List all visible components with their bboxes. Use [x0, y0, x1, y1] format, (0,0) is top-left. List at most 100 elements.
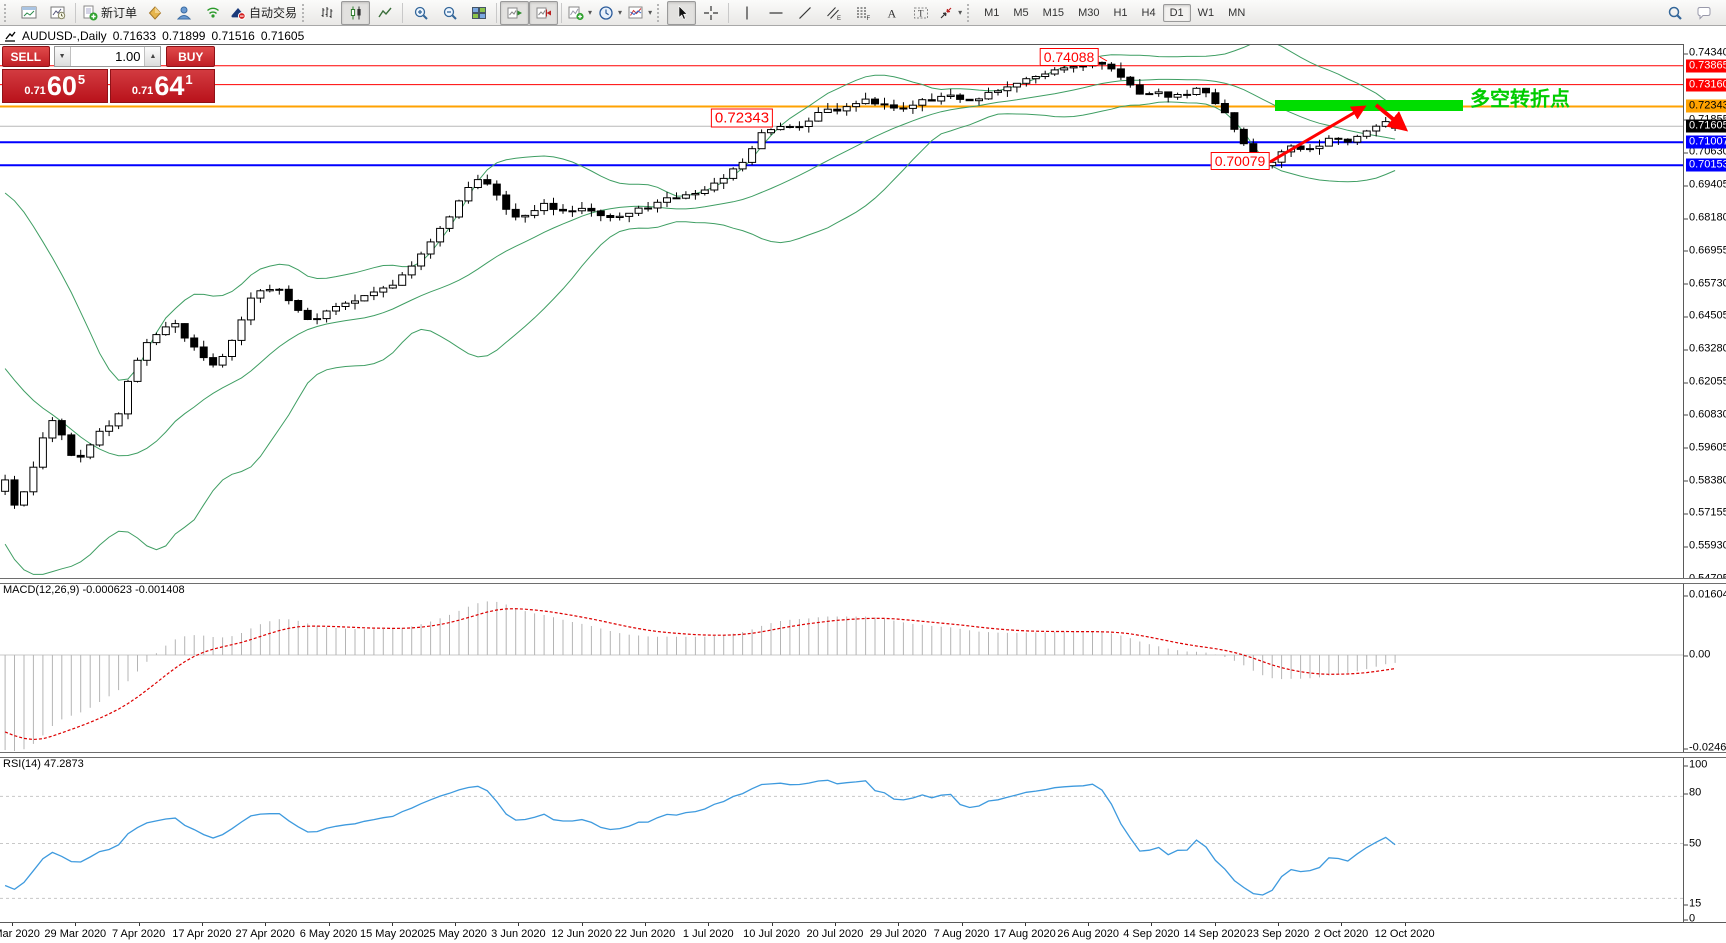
crosshair-button[interactable] — [696, 1, 725, 25]
time-axis-label: 7 Apr 2020 — [111, 928, 166, 940]
time-axis-tick — [708, 923, 710, 926]
rsi-indicator-pane[interactable] — [0, 756, 1684, 922]
bullish-candle — [861, 98, 870, 105]
autotrading-button[interactable]: 自动交易 — [227, 1, 300, 25]
price-chart-pane[interactable] — [0, 44, 1684, 578]
turning-point-highlight-rect[interactable] — [1275, 100, 1463, 111]
bullish-candle — [577, 207, 586, 212]
indicators-button[interactable]: ▾ — [625, 1, 655, 25]
time-axis-label: 22 Jun 2020 — [614, 928, 676, 940]
buy-button[interactable]: BUY — [166, 46, 216, 67]
price-axis-label: 0.62055 — [1684, 376, 1726, 389]
search-button[interactable] — [1660, 1, 1689, 25]
text-label-button[interactable]: T — [906, 1, 935, 25]
bearish-candle — [587, 207, 596, 212]
chart-symbol-title: AUDUSD-,Daily — [22, 28, 107, 43]
bullish-candle — [1060, 67, 1069, 71]
candlestick-chart-button[interactable] — [341, 0, 371, 25]
autotrading-icon — [231, 7, 246, 20]
bullish-candle — [161, 326, 170, 336]
timeframe-h1-button[interactable]: H1 — [1113, 6, 1128, 19]
uptrend-arrow[interactable] — [1269, 105, 1367, 164]
bullish-candle — [937, 95, 946, 102]
bullish-candle — [1012, 82, 1021, 88]
price-scale[interactable]: 0.743400.738650.731600.723430.718550.716… — [1683, 44, 1726, 925]
bullish-candle — [1031, 76, 1040, 80]
timeframe-d1-button[interactable]: D1 — [1162, 3, 1191, 22]
chat-button[interactable] — [1689, 1, 1718, 25]
bullish-candle — [445, 216, 454, 229]
zoom-out-button[interactable] — [435, 1, 464, 25]
volume-decrease-button[interactable]: ▼ — [54, 47, 71, 66]
vertical-line-icon — [745, 6, 748, 19]
sell-price-button[interactable]: 0.71 60 5 — [2, 69, 108, 103]
vertical-line-button[interactable] — [732, 1, 761, 25]
channel-button[interactable]: E — [819, 1, 848, 25]
timeframe-w1-button[interactable]: W1 — [1197, 6, 1215, 19]
bullish-candle — [568, 210, 577, 213]
toolbar-grip[interactable] — [302, 3, 309, 22]
price-axis-label: 0.70630 — [1684, 146, 1726, 159]
toolbar-grip[interactable] — [657, 3, 664, 22]
horizontal-line-button[interactable] — [761, 1, 790, 25]
text-button[interactable]: A — [877, 1, 906, 25]
buy-price-button[interactable]: 0.71 64 1 — [109, 69, 215, 103]
pane-splitter[interactable] — [0, 578, 1726, 584]
tile-windows-button[interactable] — [464, 1, 493, 25]
community-button[interactable] — [169, 1, 198, 25]
bullish-candle — [1324, 137, 1333, 147]
bullish-candle — [521, 214, 530, 218]
volume-input[interactable]: 1.00 — [115, 49, 141, 64]
timeframe-h4-button[interactable]: H4 — [1141, 6, 1156, 19]
bullish-candle — [700, 189, 709, 194]
autoscroll-button[interactable] — [500, 0, 530, 25]
fibonacci-button[interactable]: F — [848, 1, 877, 25]
bullish-candle — [540, 202, 549, 212]
volume-stepper: ▼ 1.00 ▲ — [53, 46, 162, 67]
tick-chart-button[interactable] — [43, 1, 72, 25]
pane-splitter[interactable] — [0, 752, 1726, 758]
buy-price-prefix: 0.71 — [131, 85, 154, 97]
zoom-in-button[interactable] — [406, 1, 435, 25]
new-object-button[interactable]: ▾ — [565, 1, 595, 25]
bearish-candle — [294, 300, 303, 311]
bearish-candle — [1239, 128, 1248, 145]
volume-increase-button[interactable]: ▲ — [144, 47, 161, 66]
candlestick-chart-icon — [350, 6, 361, 19]
price-annotation-peak[interactable]: 0.74088 — [1039, 48, 1099, 66]
macd-indicator-pane[interactable] — [0, 582, 1684, 752]
time-axis-tick — [455, 923, 457, 926]
timeframe-m1-button[interactable]: M1 — [984, 6, 1000, 19]
price-annotation-dip[interactable]: 0.70079 — [1210, 152, 1270, 170]
timeframe-m30-button[interactable]: M30 — [1078, 6, 1100, 19]
bullish-candle — [275, 288, 284, 291]
cursor-button[interactable] — [667, 0, 697, 25]
shapes-button[interactable]: ▾ — [935, 1, 965, 25]
periods-button[interactable]: ▾ — [595, 1, 625, 25]
bullish-candle — [1362, 130, 1371, 137]
timeframe-mn-button[interactable]: MN — [1228, 6, 1246, 19]
time-axis-label: 2 Oct 2020 — [1314, 928, 1369, 940]
sell-button[interactable]: SELL — [2, 46, 50, 67]
line-chart-button[interactable] — [370, 1, 399, 25]
downtrend-arrow[interactable] — [1374, 103, 1409, 132]
chart-shift-button[interactable] — [529, 0, 559, 25]
price-annotation-resistance[interactable]: 0.72343 — [710, 108, 774, 128]
chart-window-button[interactable] — [14, 1, 43, 25]
toolbar-grip[interactable] — [4, 3, 11, 22]
signals-button[interactable] — [198, 1, 227, 25]
timeframe-m15-button[interactable]: M15 — [1042, 6, 1065, 19]
bar-chart-button[interactable] — [312, 1, 341, 25]
turning-point-text[interactable]: 多空转折点 — [1470, 88, 1570, 111]
time-axis[interactable]: 9 Mar 2020 29 Mar 2020 7 Apr 2020 17 Apr 20… — [0, 922, 1726, 943]
bullish-candle — [1, 479, 10, 492]
timeframe-m5-button[interactable]: M5 — [1013, 6, 1029, 19]
new-order-button[interactable]: 新订单 — [79, 1, 140, 25]
bearish-candle — [190, 337, 199, 348]
ohlc-close: 0.71605 — [260, 28, 305, 43]
bullish-candle — [1041, 73, 1050, 77]
trendline-button[interactable] — [790, 1, 819, 25]
toolbar-grip[interactable] — [967, 3, 974, 22]
price-axis-label: 0.72343 — [1686, 99, 1726, 113]
market-button[interactable] — [140, 1, 169, 25]
